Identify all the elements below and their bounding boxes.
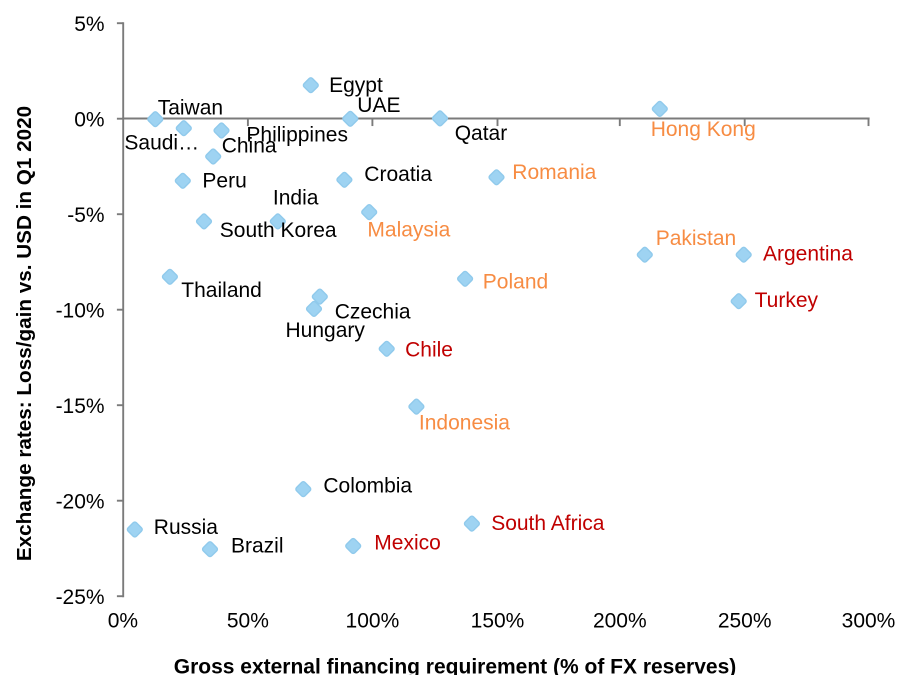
svg-text:150%: 150% [471,610,525,633]
svg-text:Chile: Chile [405,338,453,361]
svg-text:0%: 0% [74,109,104,132]
svg-text:Egypt: Egypt [329,74,383,97]
svg-text:Romania: Romania [512,161,596,184]
svg-text:-25%: -25% [56,586,105,609]
svg-text:200%: 200% [593,610,647,633]
svg-text:UAE: UAE [357,94,400,117]
svg-text:-10%: -10% [56,300,105,323]
svg-text:-5%: -5% [67,204,104,227]
svg-text:China: China [222,135,277,158]
svg-text:Malaysia: Malaysia [367,219,450,242]
svg-text:5%: 5% [74,13,104,36]
svg-text:India: India [273,186,319,209]
svg-text:Argentina: Argentina [763,243,853,266]
svg-text:Russia: Russia [154,516,219,539]
svg-text:Taiwan: Taiwan [158,97,223,120]
svg-text:Croatia: Croatia [364,163,432,186]
svg-text:300%: 300% [842,610,896,633]
svg-text:Qatar: Qatar [455,122,508,145]
svg-text:Hong Kong: Hong Kong [651,118,756,141]
svg-text:Hungary: Hungary [286,319,366,342]
svg-text:South Korea: South Korea [220,219,337,242]
svg-text:Peru: Peru [202,170,246,193]
svg-text:Thailand: Thailand [181,279,262,302]
svg-text:Saudi…: Saudi… [124,132,199,155]
svg-text:Pakistan: Pakistan [656,227,737,250]
svg-text:Indonesia: Indonesia [419,412,510,435]
svg-text:Poland: Poland [483,271,548,294]
svg-text:250%: 250% [718,610,772,633]
svg-text:South Africa: South Africa [491,512,605,535]
svg-text:100%: 100% [346,610,400,633]
svg-text:Exchange rates: Loss/gain vs.: Exchange rates: Loss/gain vs. USD in Q1 … [13,106,36,561]
svg-text:-15%: -15% [56,395,105,418]
svg-text:0%: 0% [108,610,138,633]
svg-text:Turkey: Turkey [755,289,819,312]
svg-text:Brazil: Brazil [231,535,284,558]
svg-text:Czechia: Czechia [335,301,411,324]
svg-text:-20%: -20% [56,491,105,514]
svg-text:Mexico: Mexico [374,532,441,555]
svg-text:Colombia: Colombia [323,475,412,498]
svg-text:Gross external financing requi: Gross external financing requirement (% … [174,656,737,676]
svg-text:Philippines: Philippines [246,123,348,146]
svg-text:50%: 50% [227,610,269,633]
